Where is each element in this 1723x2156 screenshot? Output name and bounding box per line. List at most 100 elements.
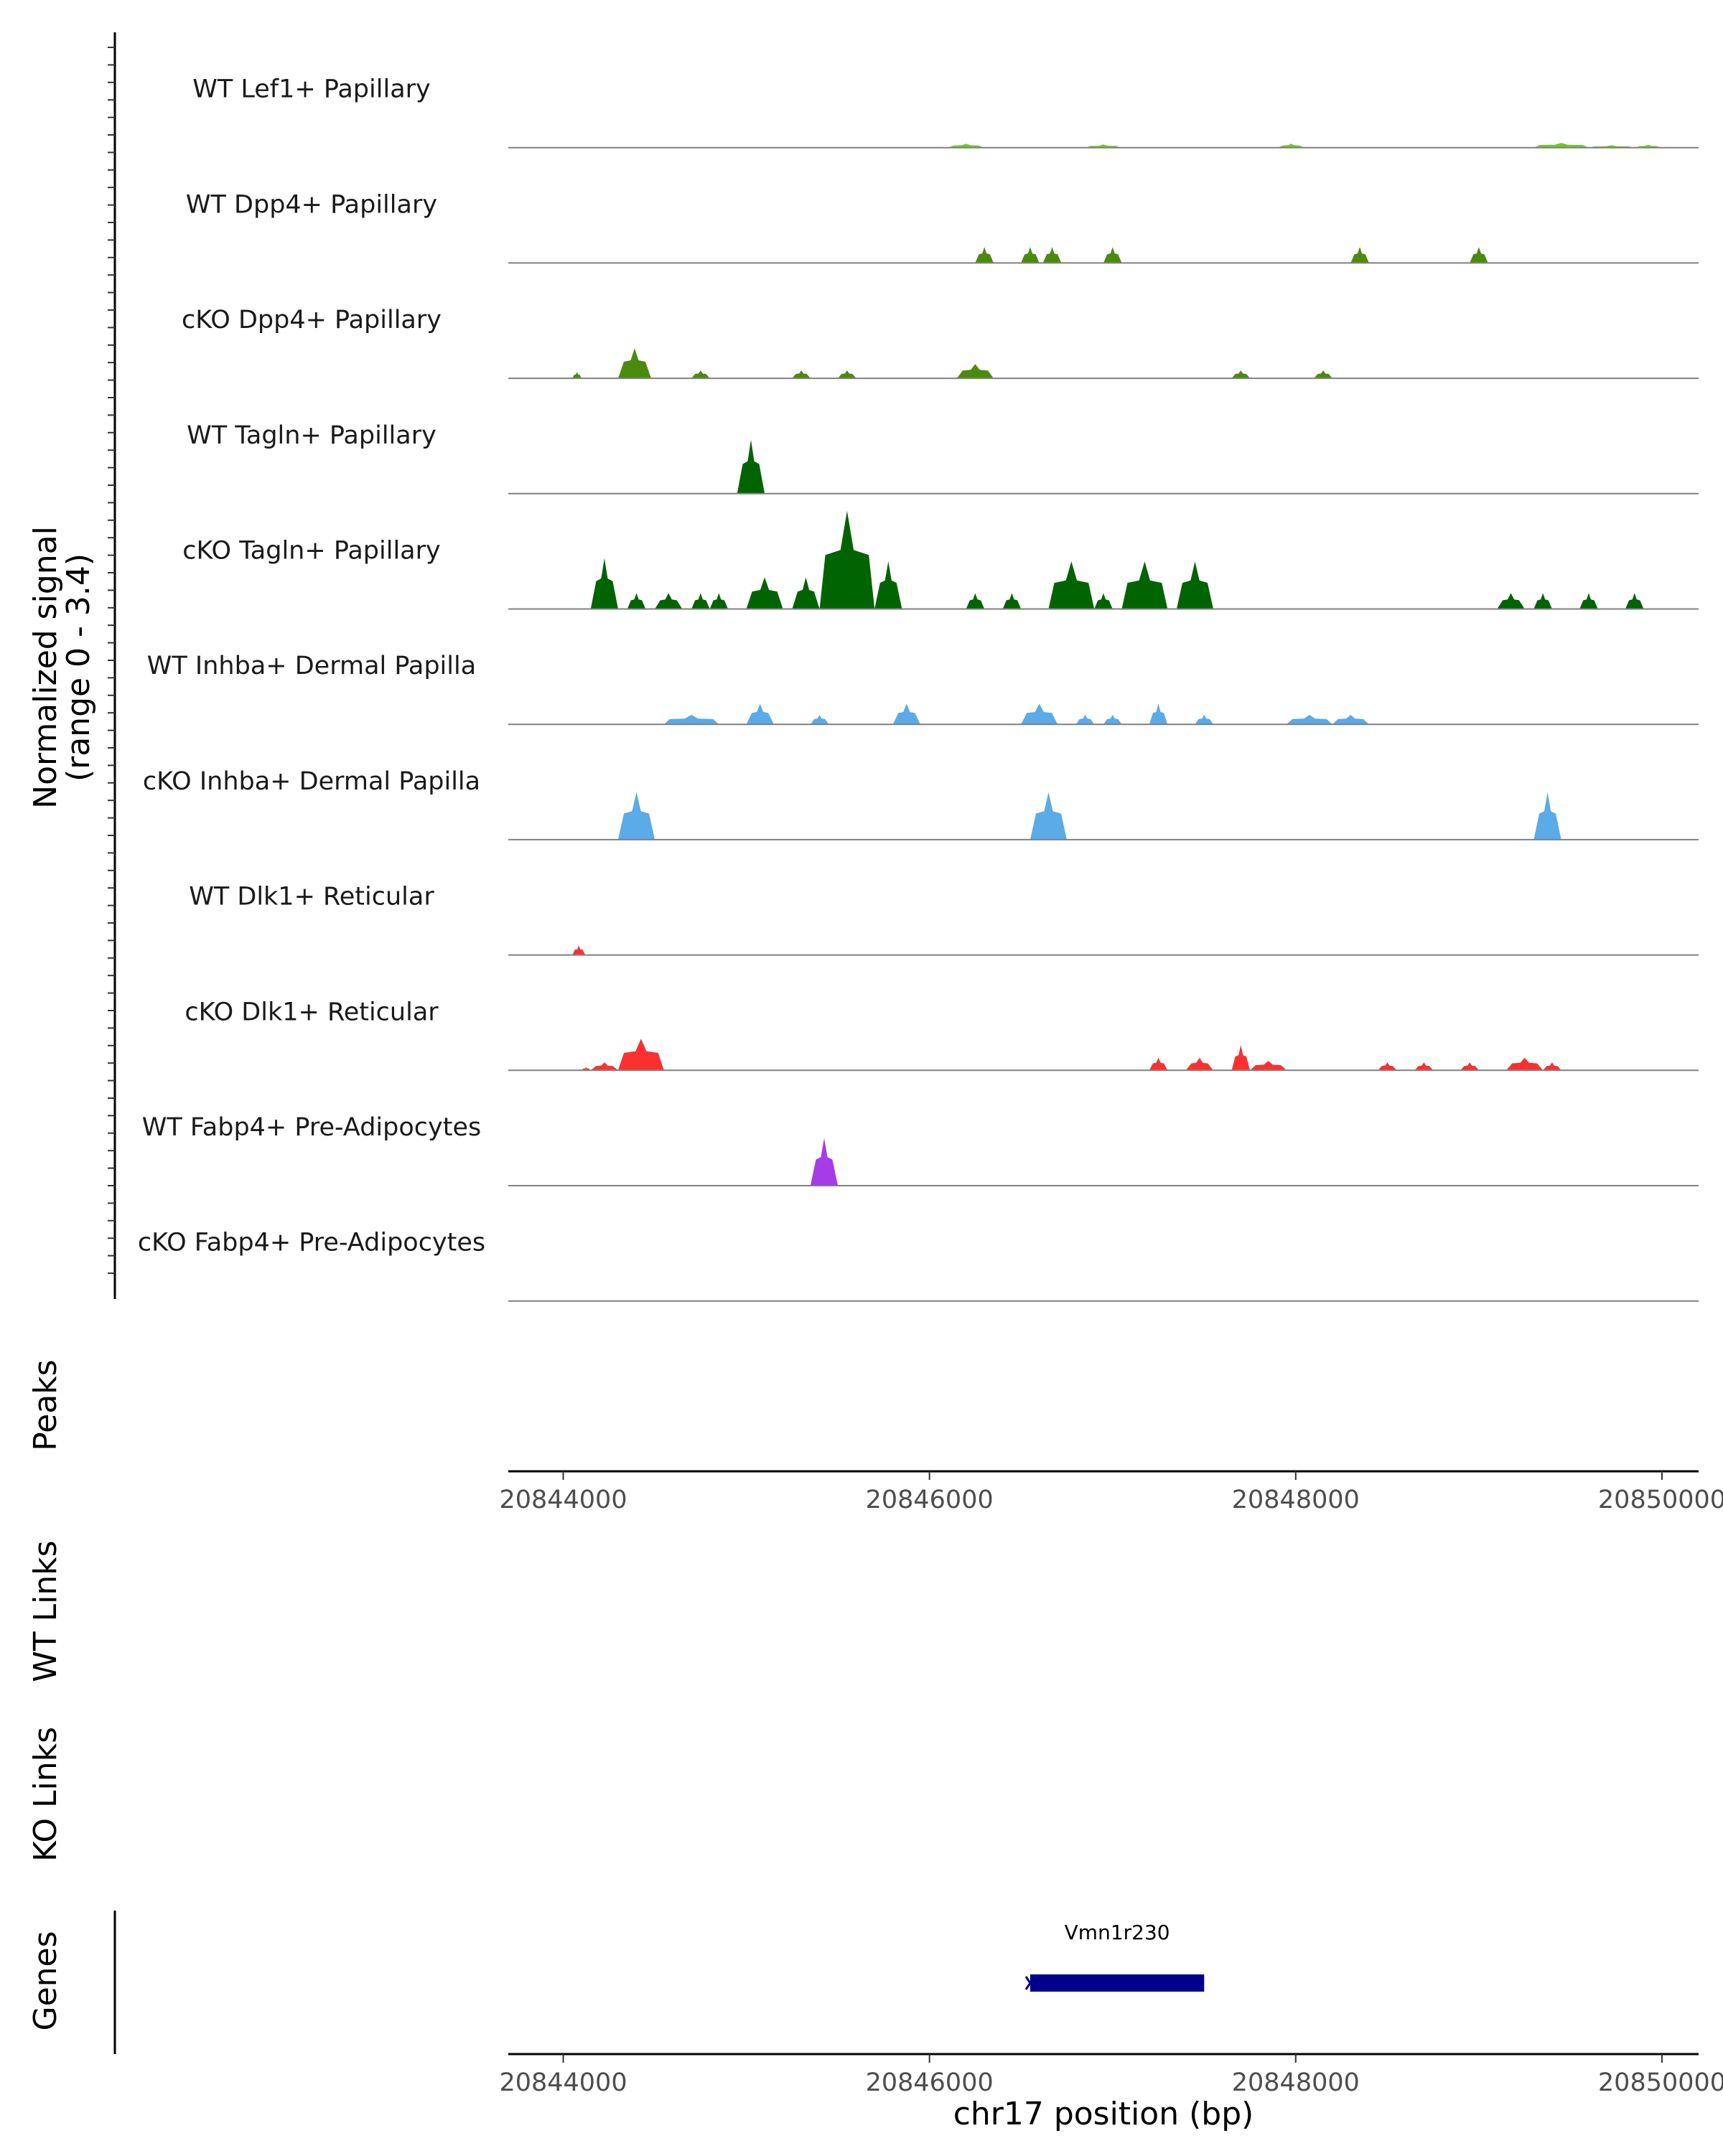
signal-peak bbox=[572, 945, 586, 955]
peaks-panel-label: Peaks bbox=[27, 1359, 64, 1450]
signal-peak bbox=[590, 1062, 618, 1071]
signal-peak bbox=[1042, 247, 1062, 263]
signal-peak bbox=[1543, 1062, 1561, 1071]
track-cko-dlk1-reticular: cKO Dlk1+ Reticular bbox=[185, 998, 1699, 1072]
signal-peak bbox=[810, 1138, 839, 1186]
signal-peak bbox=[663, 715, 719, 725]
peaks-x-tick-label: 20844000 bbox=[499, 1486, 627, 1514]
signal-peak bbox=[948, 144, 985, 148]
gene-label: Vmn1r230 bbox=[1065, 1921, 1170, 1944]
track-cko-dpp4-papillary: cKO Dpp4+ Papillary bbox=[182, 306, 1699, 380]
track-label-wt-inhba-dermal-papilla: WT Inhba+ Dermal Papilla bbox=[147, 652, 476, 680]
signal-peak bbox=[1231, 1045, 1251, 1071]
signal-peak bbox=[655, 593, 683, 609]
peaks-x-tick-label: 20846000 bbox=[866, 1486, 994, 1514]
track-wt-dlk1-reticular: WT Dlk1+ Reticular bbox=[189, 883, 1699, 956]
gene-vmn1r230: Vmn1r230 bbox=[1024, 1921, 1205, 1992]
tracks-layer: WT Lef1+ Papillary WT Dpp4+ Papillary cKO … bbox=[138, 75, 1699, 1302]
signal-peak bbox=[1103, 247, 1122, 263]
track-label-wt-tagln-papillary: WT Tagln+ Papillary bbox=[187, 421, 436, 450]
signal-peak bbox=[1231, 370, 1251, 379]
signal-peak bbox=[1250, 1061, 1287, 1071]
x-axis-label: chr17 position (bp) bbox=[953, 2096, 1254, 2132]
gene-body bbox=[1029, 1974, 1205, 1992]
track-wt-tagln-papillary: WT Tagln+ Papillary bbox=[187, 421, 1699, 495]
track-label-wt-fabp4-pre-adipocytes: WT Fabp4+ Pre-Adipocytes bbox=[142, 1113, 481, 1142]
signal-peak bbox=[1121, 561, 1168, 609]
genes-x-tick-label: 20848000 bbox=[1232, 2068, 1360, 2097]
signal-peak bbox=[1002, 593, 1022, 609]
signal-peak bbox=[582, 1067, 591, 1071]
signal-peak bbox=[1277, 144, 1305, 148]
signal-peak bbox=[1625, 593, 1644, 609]
signal-peak bbox=[1177, 561, 1213, 609]
signal-peak bbox=[572, 372, 582, 379]
signal-peak bbox=[1094, 593, 1113, 609]
signal-peak bbox=[1195, 715, 1213, 725]
signal-peak bbox=[737, 439, 765, 494]
signal-peak bbox=[1332, 715, 1369, 725]
signal-peak bbox=[691, 370, 710, 379]
peaks-x-axis-ticks: 20844000 20846000 20848000 20850000 bbox=[499, 1471, 1723, 1514]
signal-peak bbox=[1030, 792, 1067, 840]
signal-peak bbox=[1533, 792, 1561, 840]
signal-peak bbox=[1085, 144, 1122, 148]
track-label-cko-dpp4-papillary: cKO Dpp4+ Papillary bbox=[182, 306, 442, 334]
signal-peak bbox=[1533, 593, 1552, 609]
signal-peak bbox=[819, 510, 875, 609]
track-wt-lef1-papillary: WT Lef1+ Papillary bbox=[192, 75, 1699, 149]
track-label-cko-tagln-papillary: cKO Tagln+ Papillary bbox=[182, 537, 441, 566]
track-wt-fabp4-pre-adipocytes: WT Fabp4+ Pre-Adipocytes bbox=[142, 1113, 1699, 1186]
signal-peak bbox=[810, 715, 829, 725]
signal-peak bbox=[1021, 247, 1040, 263]
signal-peak bbox=[618, 1039, 664, 1071]
genes-panel-label: Genes bbox=[27, 1931, 64, 2030]
signal-peak bbox=[1075, 715, 1095, 725]
signal-peak bbox=[838, 370, 856, 379]
track-cko-fabp4-pre-adipocytes: cKO Fabp4+ Pre-Adipocytes bbox=[138, 1229, 1699, 1302]
signal-peak bbox=[792, 577, 820, 609]
gene-strand-arrow-icon bbox=[1024, 1976, 1036, 1990]
signal-peak bbox=[1048, 561, 1095, 609]
track-cko-tagln-papillary: cKO Tagln+ Papillary bbox=[182, 510, 1699, 610]
signal-peak bbox=[1497, 593, 1525, 609]
genes-x-tick-label: 20846000 bbox=[866, 2068, 994, 2097]
y-axis-range-label: (range 0 - 3.4) bbox=[60, 553, 97, 782]
signal-peak bbox=[590, 558, 618, 609]
y-axis-ticks bbox=[108, 47, 115, 1274]
wt-links-panel-label: WT Links bbox=[27, 1540, 64, 1682]
signal-peak bbox=[1021, 703, 1058, 725]
signal-peak bbox=[691, 593, 710, 609]
signal-peak bbox=[1185, 1057, 1213, 1071]
signal-peak bbox=[1149, 1057, 1168, 1071]
track-label-wt-lef1-papillary: WT Lef1+ Papillary bbox=[192, 75, 431, 104]
track-wt-inhba-dermal-papilla: WT Inhba+ Dermal Papilla bbox=[147, 652, 1699, 726]
signal-peak bbox=[627, 593, 646, 609]
signal-peak bbox=[1149, 703, 1168, 725]
signal-peak bbox=[746, 703, 774, 725]
track-label-cko-fabp4-pre-adipocytes: cKO Fabp4+ Pre-Adipocytes bbox=[138, 1229, 485, 1257]
signal-peak bbox=[874, 561, 902, 609]
signal-peak bbox=[1506, 1057, 1544, 1071]
signal-peak bbox=[709, 593, 729, 609]
signal-peak bbox=[1414, 1062, 1434, 1071]
signal-peak bbox=[966, 593, 985, 609]
signal-peak bbox=[792, 370, 811, 379]
peaks-x-tick-label: 20850000 bbox=[1598, 1486, 1723, 1514]
signal-peak bbox=[1470, 247, 1488, 263]
signal-peak bbox=[618, 792, 655, 840]
signal-peak bbox=[975, 247, 994, 263]
signal-peak bbox=[1287, 715, 1332, 725]
genes-layer: Vmn1r230 bbox=[1024, 1921, 1205, 1992]
track-cko-inhba-dermal-papilla: cKO Inhba+ Dermal Papilla bbox=[143, 767, 1699, 840]
genes-x-tick-label: 20844000 bbox=[499, 2068, 627, 2097]
signal-peak bbox=[1350, 247, 1369, 263]
signal-peak bbox=[1103, 715, 1122, 725]
signal-peak bbox=[618, 348, 651, 379]
signal-peak bbox=[892, 703, 920, 725]
y-axis-label: Normalized signal bbox=[27, 526, 64, 809]
track-label-cko-dlk1-reticular: cKO Dlk1+ Reticular bbox=[185, 998, 439, 1026]
track-label-cko-inhba-dermal-papilla: cKO Inhba+ Dermal Papilla bbox=[143, 767, 480, 796]
